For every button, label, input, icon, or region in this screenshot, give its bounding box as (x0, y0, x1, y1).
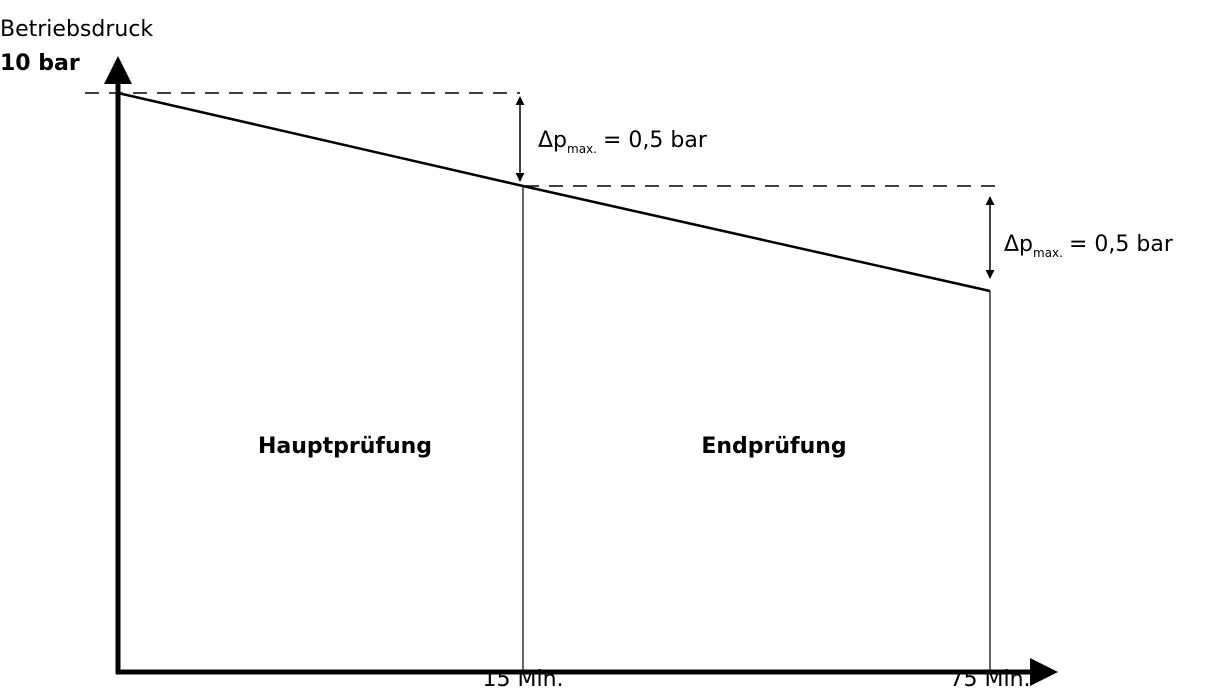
region-label: Hauptprüfung (258, 434, 432, 459)
annotation: Δpmax. = 0,5 bar (538, 128, 708, 156)
region-label: Endprüfung (701, 434, 846, 459)
subscript: max. (1033, 246, 1063, 260)
x-mark: 15 Min. (482, 667, 563, 688)
y-label: Betriebsdruck (0, 17, 153, 42)
annotation: Δpmax. = 0,5 bar (1004, 232, 1174, 260)
x-arrow (1030, 658, 1058, 686)
subscript: max. (567, 142, 597, 156)
x-mark: 75 Min. (949, 667, 1030, 688)
y-arrow (104, 56, 132, 84)
y-top: 10 bar (0, 51, 80, 76)
symbol: Δp (538, 128, 567, 153)
symbol: Δp (1004, 232, 1033, 257)
annotation-text: = 0,5 bar (1069, 232, 1174, 257)
annotation-text: = 0,5 bar (603, 128, 708, 153)
pressure-line (117, 91, 991, 293)
